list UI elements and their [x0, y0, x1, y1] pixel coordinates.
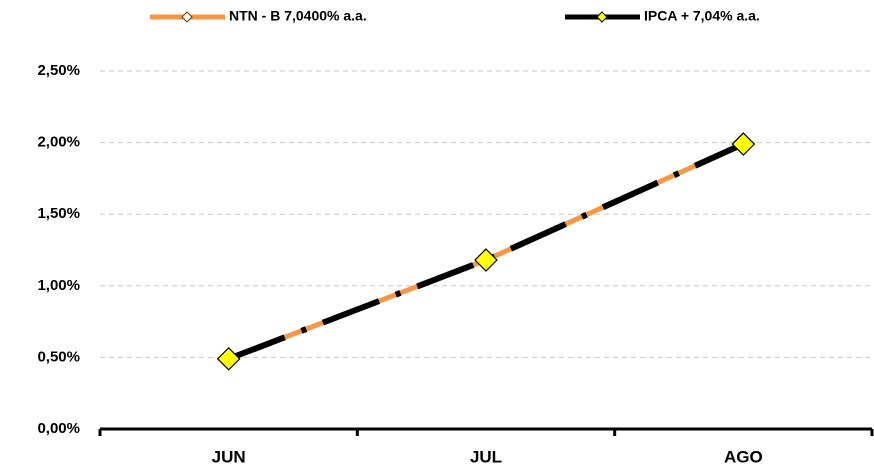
y-tick-label: 1,50%	[37, 205, 80, 222]
legend-label: NTN - B 7,0400% a.a.	[229, 8, 367, 24]
x-tick-label: JUL	[470, 447, 502, 466]
point-marker	[474, 248, 498, 272]
x-tick-label: AGO	[724, 447, 763, 466]
y-tick-label: 2,00%	[37, 134, 80, 151]
legend-marker	[181, 11, 193, 23]
y-tick-label: 0,50%	[37, 348, 80, 365]
y-tick-label: 1,00%	[37, 277, 80, 294]
y-tick-label: 0,00%	[37, 420, 80, 437]
legend-label: IPCA + 7,04% a.a.	[644, 8, 760, 24]
point-marker	[216, 346, 241, 371]
y-tick-label: 2,50%	[37, 62, 80, 79]
legend-marker	[596, 11, 608, 23]
point-marker	[731, 132, 756, 156]
x-tick-label: JUN	[212, 447, 246, 466]
series-line	[227, 141, 745, 362]
